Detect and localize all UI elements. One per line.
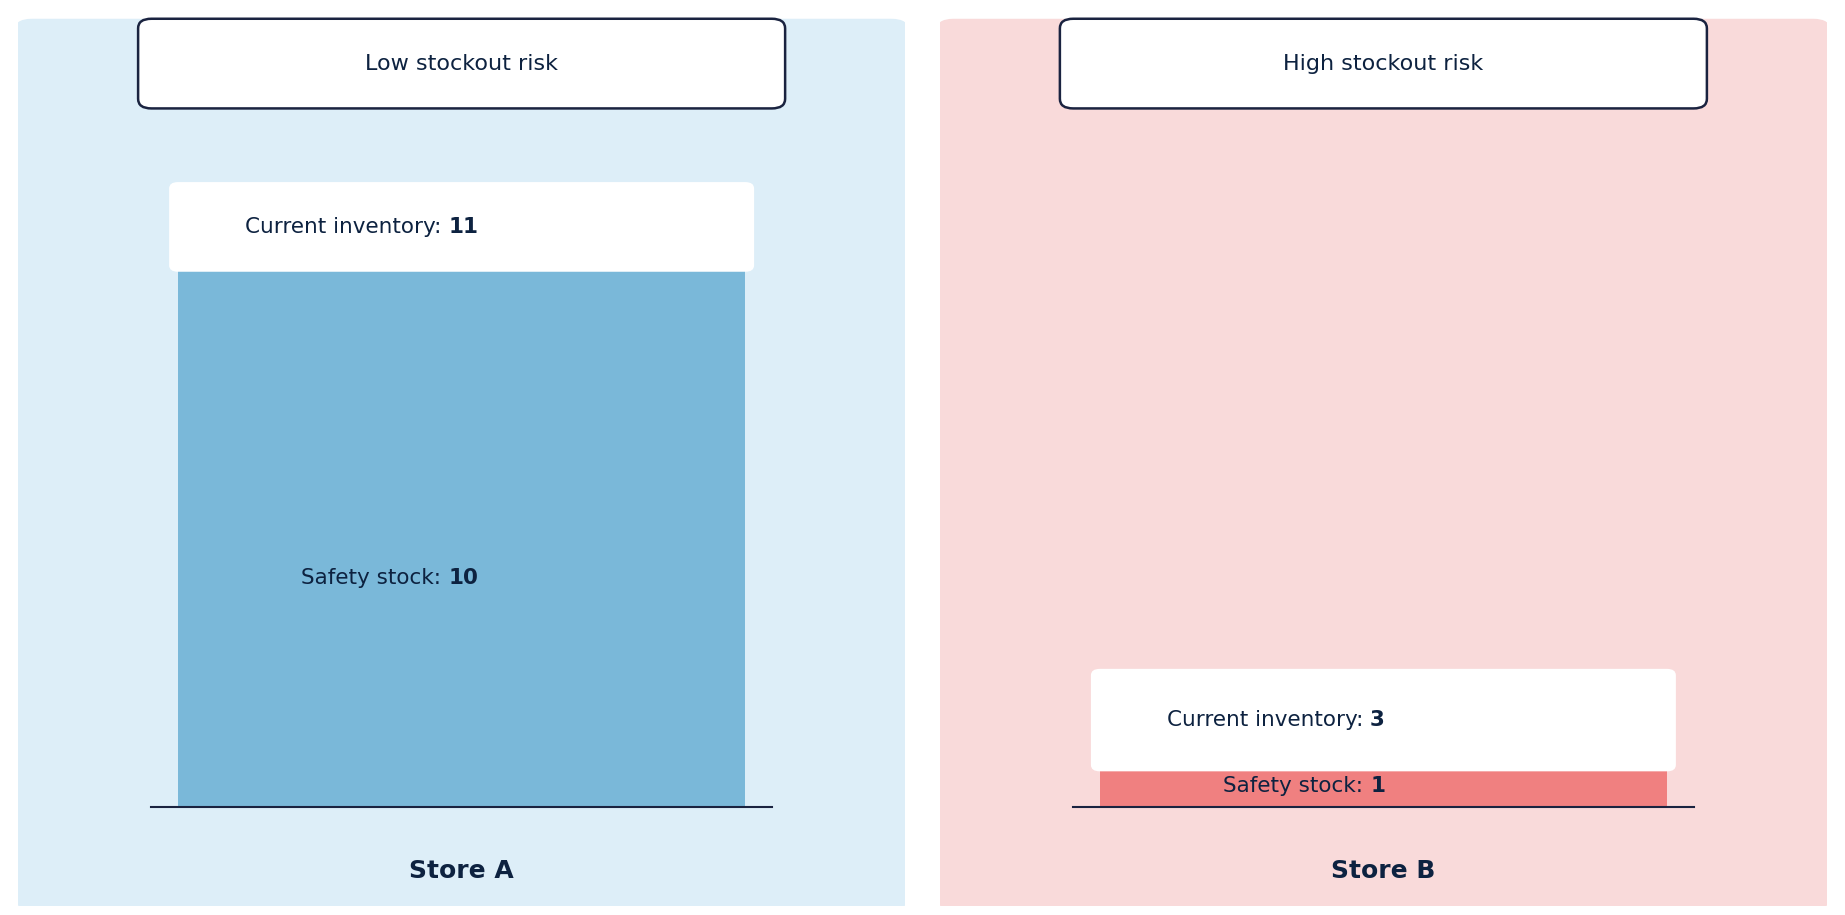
Text: 10: 10 (448, 568, 478, 588)
Text: 3: 3 (1371, 710, 1386, 730)
FancyBboxPatch shape (177, 263, 745, 807)
Text: Safety stock:: Safety stock: (301, 568, 448, 588)
Text: Current inventory:: Current inventory: (1166, 710, 1371, 730)
Text: 1: 1 (1371, 776, 1386, 796)
Text: Store A: Store A (410, 858, 515, 883)
Text: Low stockout risk: Low stockout risk (365, 54, 557, 73)
Text: 11: 11 (448, 217, 478, 237)
Text: High stockout risk: High stockout risk (1284, 54, 1483, 73)
FancyBboxPatch shape (15, 19, 910, 909)
Text: Store B: Store B (1332, 858, 1435, 883)
FancyBboxPatch shape (935, 19, 1830, 909)
FancyBboxPatch shape (1100, 765, 1668, 807)
FancyBboxPatch shape (1059, 19, 1707, 109)
Text: Safety stock:: Safety stock: (1223, 776, 1371, 796)
FancyBboxPatch shape (138, 19, 786, 109)
FancyBboxPatch shape (170, 182, 755, 272)
Text: Current inventory:: Current inventory: (245, 217, 448, 237)
FancyBboxPatch shape (1090, 669, 1675, 771)
